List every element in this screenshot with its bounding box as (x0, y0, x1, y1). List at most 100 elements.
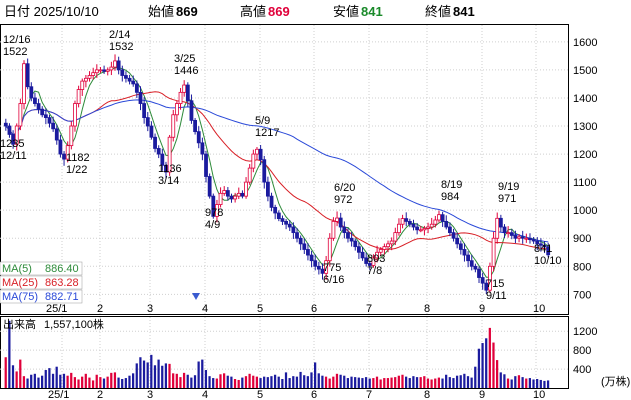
volume-bar (193, 375, 197, 388)
volume-bar (266, 377, 269, 388)
candle-body (426, 226, 430, 229)
volume-bar (506, 378, 510, 388)
event-marker-icon (192, 293, 200, 300)
volume-bar (470, 377, 473, 388)
candle-body (164, 164, 168, 173)
volume-bar (179, 377, 182, 388)
candle-body (73, 103, 77, 127)
volume-bar (102, 378, 106, 388)
volume-bar (368, 378, 371, 388)
volume-bar (113, 372, 117, 388)
volume-bar (445, 374, 448, 388)
candle-body (255, 148, 259, 155)
candle-body (265, 181, 270, 197)
volume-bar (295, 376, 299, 388)
volume-bar (81, 376, 84, 388)
candle-body (58, 139, 63, 155)
volume-bar (73, 377, 76, 388)
candle-body (251, 153, 256, 169)
price-tick-label: 700 (573, 289, 591, 301)
volume-bar (233, 379, 237, 388)
ma-legend-value: 863.28 (45, 277, 79, 289)
candle-body (327, 237, 332, 262)
candle-body (335, 217, 339, 222)
volume-bar (26, 378, 29, 388)
candle-body (167, 136, 172, 173)
volume-bar (44, 370, 47, 388)
volume-bar (361, 378, 364, 388)
candle-body (407, 221, 412, 225)
candle-body (473, 265, 478, 270)
candle-body (411, 223, 416, 228)
candle-body (40, 108, 45, 116)
volume-bar (244, 376, 248, 388)
annotation-line1: 6/20 (334, 182, 355, 194)
candle-body (51, 122, 56, 130)
candle-body (240, 192, 245, 197)
volume-bar (30, 374, 33, 388)
candle-body (324, 260, 329, 274)
candle-body (69, 125, 74, 147)
vol-month-tick-label: 8 (424, 389, 430, 400)
volume-bar (536, 379, 539, 388)
volume-bar (219, 374, 222, 388)
volume-bar (426, 378, 430, 388)
volume-bar (390, 377, 393, 388)
candle-body (447, 226, 452, 234)
volume-bar (496, 360, 499, 388)
volume-bar (230, 376, 233, 388)
volume-bar (466, 376, 470, 388)
volume-bar (437, 377, 440, 388)
volume-bar (128, 375, 131, 388)
candle-body (502, 226, 507, 234)
volume-bar (201, 359, 204, 388)
candle-body (418, 229, 423, 232)
volume-bar (117, 377, 120, 388)
candle-body (178, 91, 183, 104)
candle-body (513, 235, 518, 239)
volume-bar (182, 372, 186, 388)
moving-average-lines (5, 67, 549, 278)
volume-bar (430, 379, 433, 388)
vol-month-tick-label: 10 (533, 389, 545, 400)
volume-bar (121, 379, 124, 388)
candle-body (33, 97, 37, 104)
ma-legend-name: MA(75) (2, 291, 38, 303)
candle-body (371, 257, 376, 266)
volume-bar (150, 354, 153, 388)
volume-bar (343, 375, 346, 388)
candle-body (422, 228, 427, 231)
candle-body (225, 190, 230, 197)
annotation-line2: 1217 (255, 127, 279, 139)
candle-body (131, 80, 136, 85)
candle-body (160, 153, 165, 166)
candle-body (91, 72, 96, 76)
candle-body (378, 249, 383, 253)
candle-body (204, 153, 208, 177)
candle-body (353, 240, 358, 248)
header-bar: 日付 2025/10/10 始値 869 高値 869 安値 841 終値 84… (4, 4, 475, 19)
volume-bar (292, 376, 295, 388)
price-tick-label: 1100 (573, 177, 597, 189)
volume-bar (455, 375, 459, 388)
candle-body (29, 86, 34, 99)
volume-bar (153, 365, 157, 388)
volume-tick-label: 400 (573, 364, 591, 376)
volume-bar (226, 375, 229, 388)
candle-body (389, 240, 394, 245)
candle-body (433, 219, 438, 225)
volume-tick-label: 800 (573, 345, 591, 357)
candle-body (124, 75, 128, 79)
volume-bar (415, 377, 419, 388)
volume-bar (314, 362, 317, 388)
annotation-line2: 1532 (109, 41, 133, 53)
price-tick-label: 1500 (573, 65, 597, 77)
annotation-line2: 10/10 (534, 255, 562, 267)
candle-body (298, 237, 303, 245)
volume-bar (459, 375, 462, 388)
candle-body (215, 204, 219, 217)
volume-bar (408, 378, 411, 388)
month-tick-label: 3 (147, 303, 153, 315)
volume-bar (517, 375, 521, 388)
